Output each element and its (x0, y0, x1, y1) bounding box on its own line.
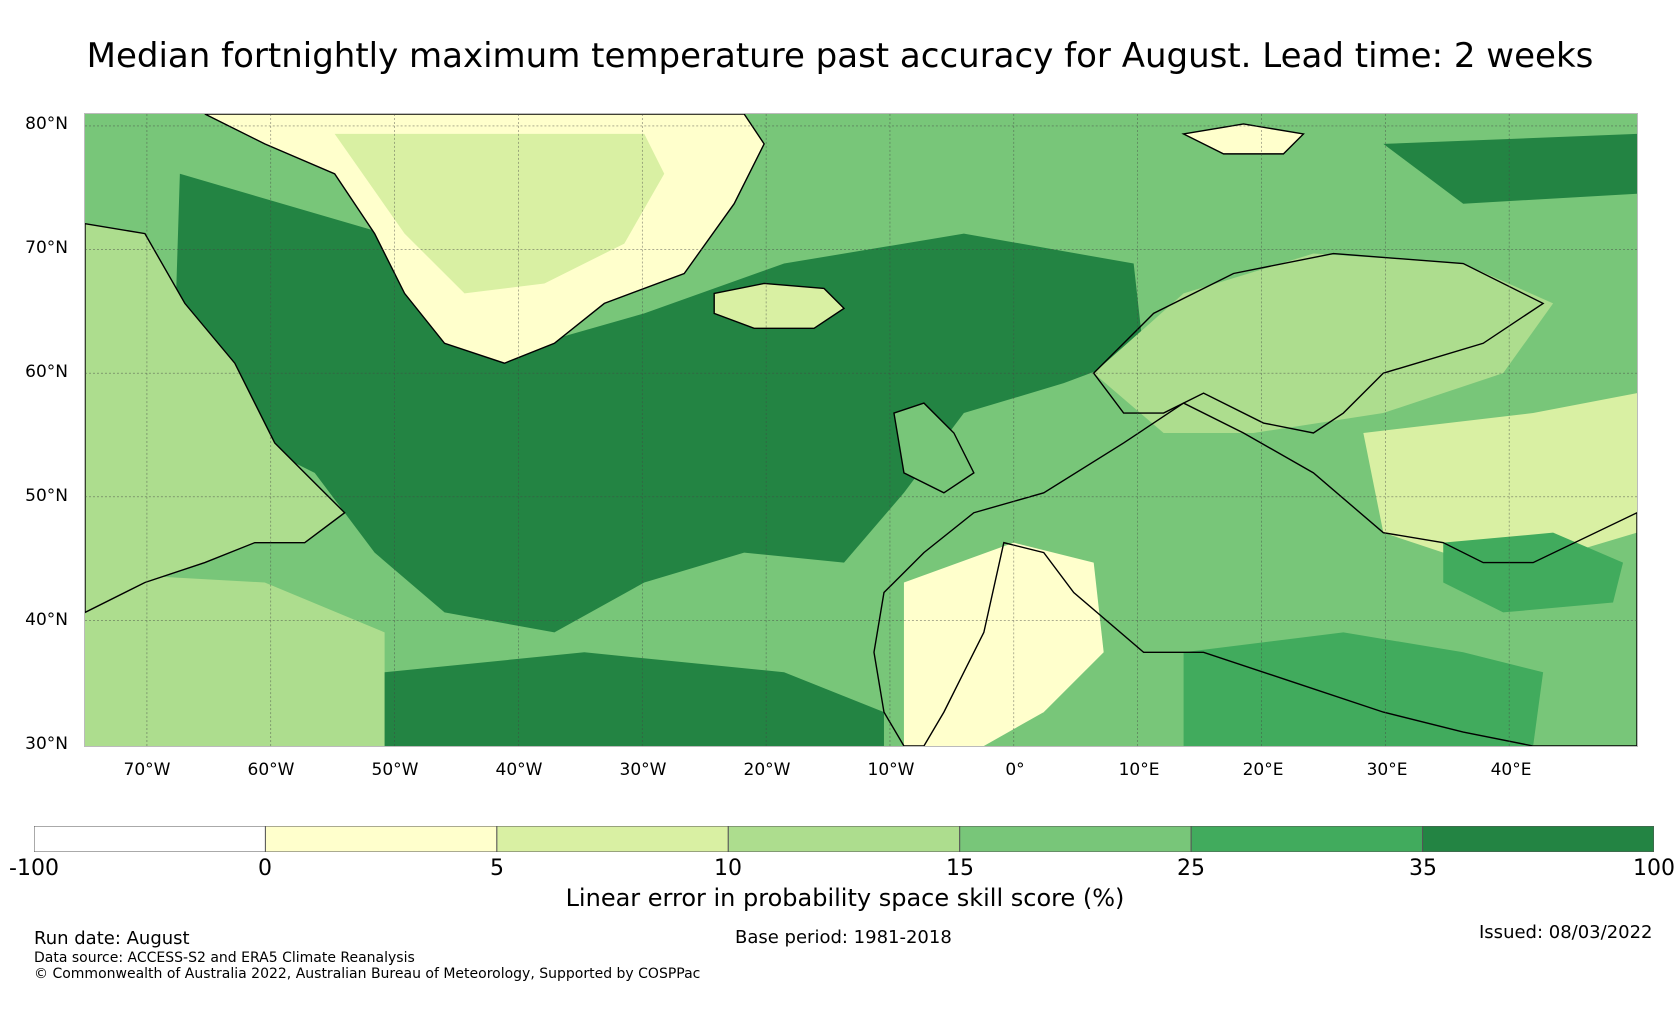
lat-label-80n: 80°N (25, 114, 68, 134)
subtropical-high-skill-region (384, 652, 884, 746)
lon-label-10w: 10°W (867, 760, 915, 780)
lon-label-0: 0° (1005, 760, 1025, 780)
greenland-interior-band (334, 133, 665, 294)
lat-label-30n: 30°N (25, 734, 68, 754)
lon-label-60w: 60°W (247, 760, 295, 780)
lon-label-20w: 20°W (743, 760, 791, 780)
lon-label-40w: 40°W (495, 760, 543, 780)
lat-label-70n: 70°N (25, 238, 68, 258)
lon-label-20e: 20°E (1242, 760, 1284, 780)
colorbar-segment-6 (1422, 826, 1654, 852)
british-isles-landmass (893, 402, 975, 494)
data-source: Data source: ACCESS-S2 and ERA5 Climate … (34, 950, 415, 966)
north-america-coastline (85, 222, 346, 614)
lon-label-10e: 10°E (1118, 760, 1160, 780)
colorbar-tick-35: 35 (1409, 856, 1437, 881)
black-sea-high-skill-region (1443, 532, 1624, 613)
colorbar-tick-5: 5 (490, 856, 504, 881)
south-atlantic-moderate-region (85, 572, 385, 746)
run-date: Run date: August (34, 928, 190, 949)
colorbar-segment-3 (727, 826, 961, 852)
lon-label-70w: 70°W (123, 760, 171, 780)
colorbar-segment-4 (959, 826, 1192, 852)
graticule (85, 114, 1637, 746)
issued-date: Issued: 08/03/2022 (1479, 922, 1653, 943)
colorbar-label: Linear error in probability space skill … (565, 884, 1125, 912)
colorbar-segment-1 (264, 826, 498, 852)
skill-score-map (84, 113, 1638, 747)
colorbar-tick-10: 10 (714, 856, 742, 881)
scandinavia-moderate-region (1093, 253, 1554, 433)
europe-africa-coastline (873, 402, 1637, 746)
lon-label-50w: 50°W (371, 760, 419, 780)
mediterranean-high-skill-region (1183, 632, 1544, 746)
lat-label-40n: 40°N (25, 610, 68, 630)
colorbar (34, 826, 1654, 852)
colorbar-tick-minus100: -100 (9, 856, 59, 881)
base-period: Base period: 1981-2018 (735, 927, 952, 948)
iberia-north-africa-low-skill-region (903, 542, 1104, 746)
lon-label-30e: 30°E (1366, 760, 1408, 780)
colorbar-segment-0 (34, 826, 266, 852)
svalbard-coastline (1181, 123, 1305, 155)
copyright-notice: © Commonwealth of Australia 2022, Austra… (34, 966, 701, 982)
colorbar-tick-100: 100 (1633, 856, 1675, 881)
eastern-europe-low-skill-region (1363, 393, 1637, 573)
colorbar-segment-5 (1190, 826, 1424, 852)
colorbar-tick-25: 25 (1177, 856, 1205, 881)
lat-label-50n: 50°N (25, 486, 68, 506)
lat-label-60n: 60°N (25, 362, 68, 382)
colorbar-tick-0: 0 (258, 856, 272, 881)
lon-label-40e: 40°E (1490, 760, 1532, 780)
iceland-landmass (713, 282, 846, 330)
arctic-east-high-skill-region (1383, 133, 1637, 204)
map-title: Median fortnightly maximum temperature p… (86, 36, 1594, 76)
colorbar-segment-2 (496, 826, 729, 852)
lon-label-30w: 30°W (619, 760, 667, 780)
colorbar-tick-15: 15 (946, 856, 974, 881)
